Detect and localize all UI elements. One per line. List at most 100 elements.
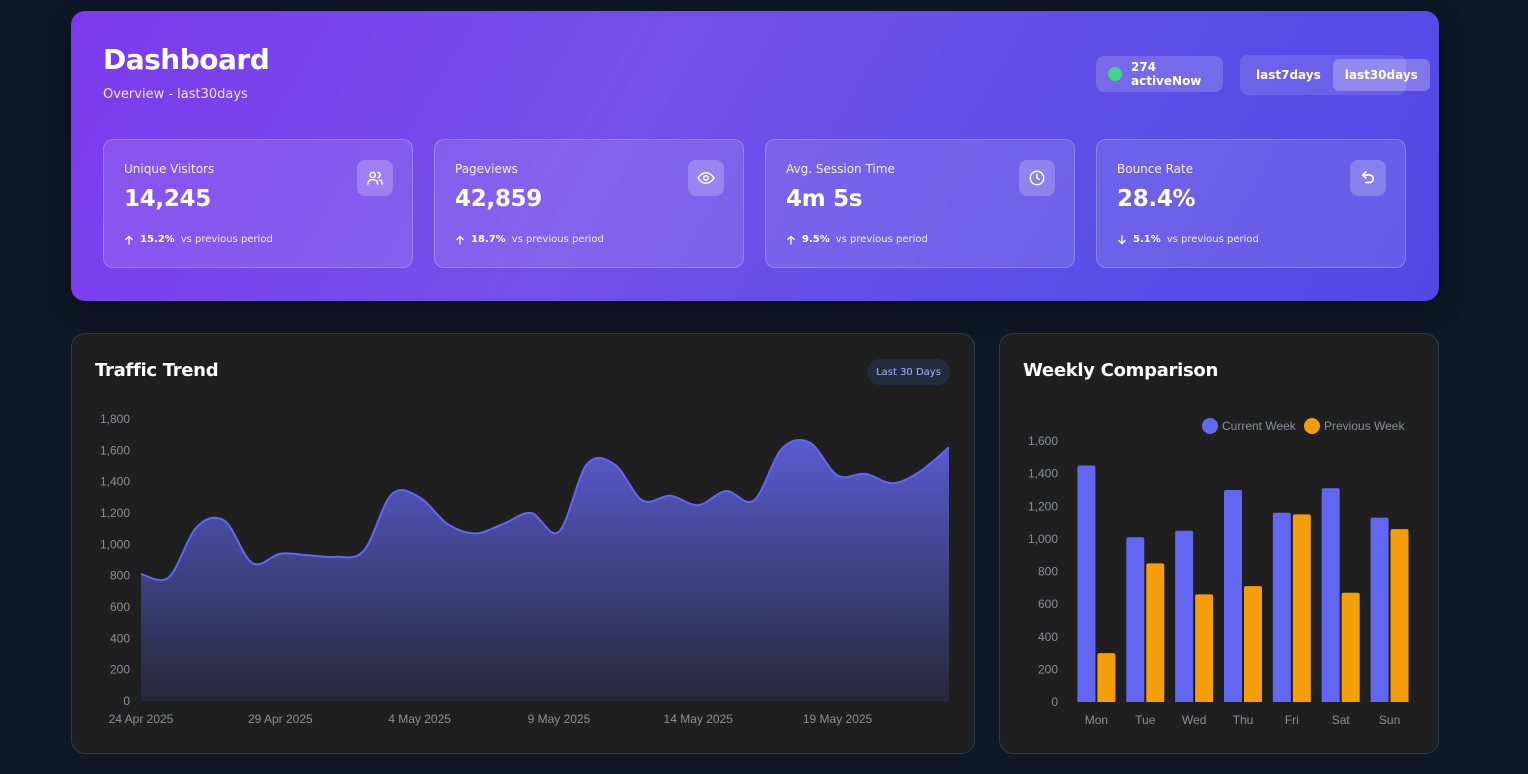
kpi-compare: vs previous period bbox=[835, 234, 928, 245]
bar-previous-week[interactable] bbox=[1195, 594, 1214, 702]
y-tick-label: 800 bbox=[1038, 565, 1058, 579]
legend-label[interactable]: Current Week bbox=[1222, 419, 1297, 433]
y-tick-label: 600 bbox=[110, 600, 130, 614]
arrow-up-icon bbox=[787, 234, 795, 245]
clock-icon bbox=[1019, 160, 1055, 196]
bar-current-week[interactable] bbox=[1224, 489, 1242, 702]
bar-previous-week[interactable] bbox=[1146, 563, 1165, 702]
traffic-data-point[interactable] bbox=[859, 468, 871, 480]
x-tick-label: 14 May 2025 bbox=[664, 712, 734, 726]
x-tick-label: Thu bbox=[1233, 713, 1254, 727]
traffic-data-point[interactable] bbox=[135, 568, 147, 580]
traffic-data-point[interactable] bbox=[609, 458, 621, 470]
arrow-up-icon bbox=[125, 234, 133, 245]
weekly-comparison-title: Weekly Comparison bbox=[1023, 360, 1218, 381]
traffic-data-point[interactable] bbox=[943, 441, 955, 453]
bar-current-week[interactable] bbox=[1126, 537, 1145, 702]
weekly-comparison-card: Weekly Comparison 0 200 400 600 800 1,000 1,20… bbox=[999, 333, 1439, 754]
traffic-data-point[interactable] bbox=[692, 499, 704, 511]
period-button-7days[interactable]: last7days bbox=[1256, 68, 1321, 82]
page-subtitle: Overview - last30days bbox=[103, 87, 248, 102]
kpi-change: 5.1% bbox=[1133, 234, 1161, 245]
traffic-data-point[interactable] bbox=[163, 571, 175, 583]
y-tick-label: 1,200 bbox=[1028, 499, 1058, 513]
traffic-line bbox=[140, 438, 950, 582]
y-tick-label: 1,000 bbox=[100, 537, 130, 551]
traffic-data-point[interactable] bbox=[191, 521, 203, 533]
y-tick-label: 600 bbox=[1038, 597, 1058, 611]
kpi-value: 28.4% bbox=[1117, 186, 1196, 212]
traffic-data-point[interactable] bbox=[441, 518, 453, 530]
x-tick-label: 29 Apr 2025 bbox=[248, 712, 313, 726]
users-icon bbox=[357, 160, 393, 196]
traffic-data-point[interactable] bbox=[219, 515, 231, 527]
traffic-data-point[interactable] bbox=[358, 545, 370, 557]
y-tick-label: 1,400 bbox=[100, 475, 130, 489]
x-tick-label: 9 May 2025 bbox=[528, 712, 591, 726]
traffic-data-point[interactable] bbox=[664, 490, 676, 502]
traffic-data-point[interactable] bbox=[832, 469, 844, 481]
traffic-data-point[interactable] bbox=[497, 518, 509, 530]
arrow-down-icon bbox=[1118, 234, 1126, 245]
x-tick-label: 19 May 2025 bbox=[803, 712, 873, 726]
traffic-data-point[interactable] bbox=[330, 551, 342, 563]
x-tick-label: Fri bbox=[1285, 713, 1299, 727]
y-tick-label: 0 bbox=[123, 694, 130, 708]
bar-previous-week[interactable] bbox=[1244, 586, 1262, 702]
traffic-trend-card: Traffic Trend Last 30 Days 0 200 400 600 800… bbox=[71, 333, 975, 754]
kpi-label: Bounce Rate bbox=[1117, 162, 1194, 176]
kpi-card-unique-visitors: Unique Visitors 14,245 15.2% vs previous… bbox=[103, 139, 413, 268]
y-tick-label: 0 bbox=[1051, 695, 1058, 709]
traffic-data-point[interactable] bbox=[246, 557, 258, 569]
traffic-data-point[interactable] bbox=[581, 458, 593, 470]
traffic-data-point[interactable] bbox=[637, 494, 649, 506]
kpi-trend: 9.5% vs previous period bbox=[786, 234, 928, 245]
kpi-compare: vs previous period bbox=[511, 234, 604, 245]
period-button-30days[interactable]: last30days bbox=[1332, 59, 1430, 91]
traffic-data-point[interactable] bbox=[386, 488, 398, 500]
kpi-change: 9.5% bbox=[802, 234, 830, 245]
bar-current-week[interactable] bbox=[1175, 530, 1194, 702]
bar-previous-week[interactable] bbox=[1390, 529, 1409, 702]
traffic-data-point[interactable] bbox=[915, 465, 927, 477]
y-tick-label: 1,600 bbox=[100, 443, 130, 457]
y-tick-label: 1,600 bbox=[1028, 434, 1058, 448]
traffic-data-point[interactable] bbox=[776, 443, 788, 455]
x-tick-label: 24 Apr 2025 bbox=[109, 712, 174, 726]
legend-marker bbox=[1304, 418, 1320, 434]
traffic-data-point[interactable] bbox=[274, 548, 286, 560]
traffic-area-fill bbox=[141, 439, 949, 701]
traffic-data-point[interactable] bbox=[804, 437, 816, 449]
traffic-data-point[interactable] bbox=[720, 485, 732, 497]
page-title: Dashboard bbox=[103, 43, 270, 76]
legend-label[interactable]: Previous Week bbox=[1324, 419, 1405, 433]
bar-previous-week[interactable] bbox=[1292, 514, 1311, 702]
y-tick-label: 200 bbox=[110, 663, 130, 677]
x-tick-label: 4 May 2025 bbox=[388, 712, 451, 726]
traffic-data-point[interactable] bbox=[414, 491, 426, 503]
y-tick-label: 1,000 bbox=[1028, 532, 1058, 546]
x-tick-label: Mon bbox=[1085, 713, 1108, 727]
live-status-dot bbox=[1108, 67, 1122, 81]
traffic-data-point[interactable] bbox=[302, 549, 314, 561]
bar-current-week[interactable] bbox=[1370, 517, 1389, 702]
traffic-data-point[interactable] bbox=[525, 507, 537, 519]
bar-previous-week[interactable] bbox=[1341, 592, 1360, 702]
traffic-data-point[interactable] bbox=[887, 477, 899, 489]
kpi-compare: vs previous period bbox=[180, 234, 273, 245]
traffic-data-point[interactable] bbox=[553, 526, 565, 538]
bar-current-week[interactable] bbox=[1321, 488, 1340, 702]
y-tick-label: 1,400 bbox=[1028, 467, 1058, 481]
traffic-data-point[interactable] bbox=[469, 527, 481, 539]
y-tick-label: 1,200 bbox=[100, 506, 130, 520]
x-tick-label: Wed bbox=[1182, 713, 1206, 727]
bar-previous-week[interactable] bbox=[1097, 653, 1116, 702]
traffic-trend-title: Traffic Trend bbox=[95, 360, 219, 381]
bar-current-week[interactable] bbox=[1272, 512, 1291, 702]
kpi-label: Unique Visitors bbox=[124, 162, 215, 176]
undo-icon bbox=[1350, 160, 1386, 196]
traffic-data-point[interactable] bbox=[748, 494, 760, 506]
bar-current-week[interactable] bbox=[1077, 465, 1096, 702]
kpi-card-session-time: Avg. Session Time 4m 5s 9.5% vs previous… bbox=[765, 139, 1075, 268]
kpi-compare: vs previous period bbox=[1166, 234, 1259, 245]
